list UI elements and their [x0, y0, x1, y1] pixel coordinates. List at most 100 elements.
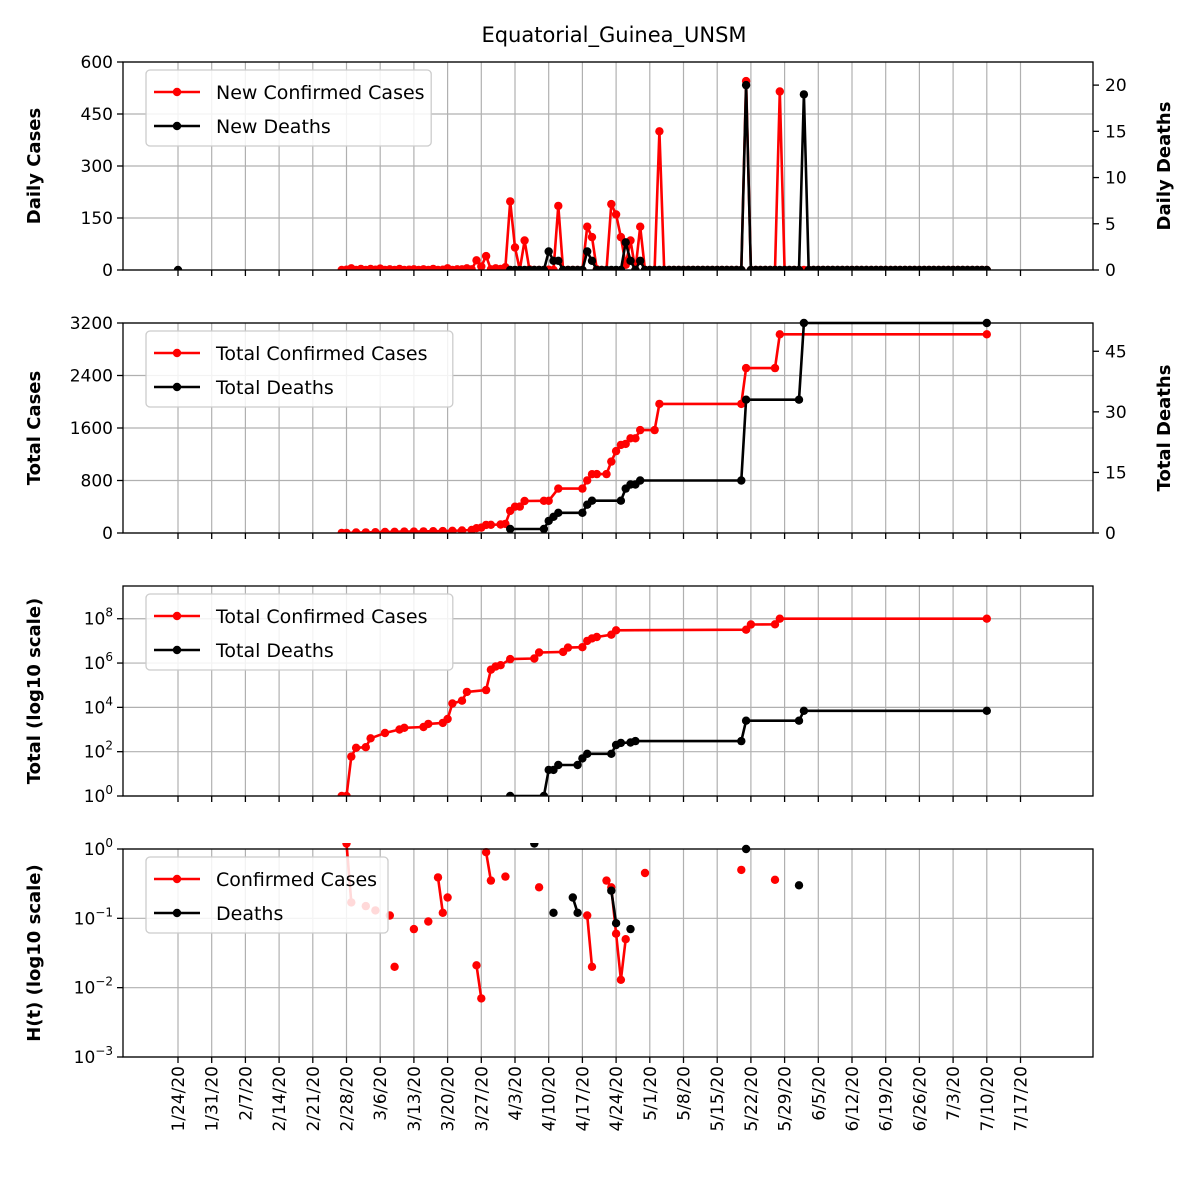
data-point	[347, 752, 356, 761]
y-tick-label: 300	[81, 157, 113, 177]
x-tick-label: 3/6/20	[371, 1066, 391, 1121]
data-point	[539, 524, 549, 533]
data-point	[501, 872, 510, 881]
data-point	[486, 876, 496, 885]
data-point	[506, 524, 515, 533]
legend-swatch-marker	[172, 908, 182, 918]
x-tick-label: 4/10/20	[540, 1066, 560, 1132]
y-tick-label: 100	[84, 783, 113, 807]
data-point	[611, 929, 621, 938]
legend-swatch-marker	[172, 382, 182, 392]
data-point	[794, 265, 804, 270]
y-tick-label: 10−2	[74, 975, 113, 999]
x-tick-label: 2/7/20	[236, 1066, 256, 1121]
data-point	[173, 265, 183, 270]
series-deaths	[530, 843, 804, 934]
x-tick-label: 5/1/20	[641, 1066, 661, 1121]
data-point	[578, 484, 587, 493]
y-tick-label: 108	[84, 606, 113, 630]
data-point	[621, 935, 630, 944]
data-point	[443, 893, 452, 902]
y-axis-label: H(t) (log10 scale)	[24, 864, 45, 1042]
data-point	[544, 247, 553, 256]
data-point	[390, 962, 399, 971]
data-point	[626, 924, 635, 934]
data-point	[472, 256, 481, 265]
x-tick-label: 5/8/20	[675, 1066, 695, 1121]
x-tick-labels: 1/24/20 1/31/20 2/7/20 2/14/20 2/21/20 2/28/2…	[169, 1066, 1032, 1132]
data-point	[741, 80, 751, 90]
x-tick-label: 5/15/20	[708, 1066, 728, 1132]
data-point	[530, 654, 539, 663]
y-tick-label: 600	[81, 53, 113, 73]
data-point	[578, 265, 587, 270]
data-point	[506, 654, 515, 664]
data-point	[616, 496, 626, 505]
data-point	[611, 919, 621, 928]
series-line	[484, 851, 493, 881]
axes-frame	[122, 848, 1094, 1058]
x-tick-label: 4/3/20	[506, 1066, 526, 1121]
legend: New Confirmed Cases New Deaths	[145, 69, 432, 147]
data-point	[438, 908, 447, 917]
series-total-deaths	[506, 706, 991, 796]
data-point	[611, 210, 621, 219]
data-point	[741, 363, 751, 373]
data-point	[520, 236, 529, 245]
legend-entry: Total Confirmed Cases	[215, 343, 428, 365]
data-point	[554, 508, 563, 517]
data-point	[616, 975, 626, 984]
data-point	[799, 90, 809, 99]
data-point	[477, 994, 486, 1003]
data-point	[457, 696, 467, 705]
legend-swatch-marker	[172, 348, 182, 358]
x-tick-label: 6/19/20	[877, 1066, 897, 1132]
data-point	[506, 197, 515, 206]
data-point	[539, 791, 549, 796]
data-point	[361, 528, 370, 533]
series-line	[610, 890, 618, 924]
legend-box	[145, 69, 432, 147]
y-tick-label: 10−3	[74, 1044, 113, 1068]
x-tick-label: 4/24/20	[607, 1066, 627, 1132]
data-point	[655, 127, 664, 136]
series-total-confirmed-cases	[337, 330, 991, 533]
data-point	[607, 199, 616, 209]
y-tick-label: 0	[102, 524, 113, 544]
legend-entry: Deaths	[216, 903, 283, 925]
data-point	[342, 791, 351, 796]
data-point	[640, 868, 650, 878]
data-point	[607, 749, 616, 758]
data-point	[737, 476, 746, 485]
y-axis-label: Daily Cases	[24, 108, 45, 224]
data-point	[481, 848, 491, 857]
x-tick-label: 6/12/20	[843, 1066, 863, 1132]
data-point	[486, 520, 496, 529]
series-new-deaths	[173, 80, 991, 270]
data-point	[775, 87, 784, 96]
data-point	[409, 924, 419, 934]
data-point	[481, 251, 491, 261]
data-point	[515, 502, 524, 511]
y-right-tick-label: 15	[1105, 122, 1127, 142]
data-point	[583, 476, 592, 485]
data-point	[794, 716, 804, 725]
legend-entry: Total Deaths	[215, 377, 334, 399]
data-point	[626, 256, 635, 265]
data-point	[616, 738, 626, 748]
legend: Total Confirmed Cases Total Deaths	[145, 593, 454, 671]
legend: Total Confirmed Cases Total Deaths	[145, 330, 454, 408]
data-point	[982, 265, 991, 270]
series-new-confirmed-cases	[337, 76, 991, 270]
y-right-axis-label: Total Deaths	[1154, 365, 1175, 492]
legend-swatch-marker	[172, 87, 182, 97]
data-point	[419, 527, 428, 533]
x-tick-label: 6/5/20	[809, 1066, 829, 1121]
data-point	[563, 643, 573, 652]
data-point	[342, 843, 351, 848]
data-point	[457, 526, 467, 533]
legend-box	[145, 330, 454, 408]
x-tick-label: 7/3/20	[944, 1066, 964, 1121]
data-point	[982, 614, 991, 623]
